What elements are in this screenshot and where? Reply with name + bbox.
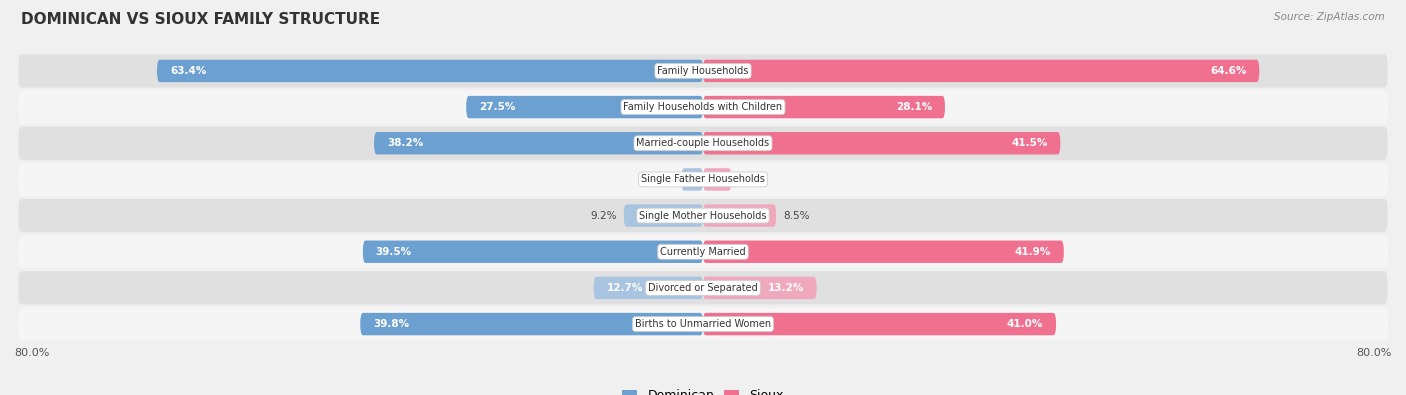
Text: 80.0%: 80.0% [1357,348,1392,357]
FancyBboxPatch shape [467,96,703,118]
Text: Source: ZipAtlas.com: Source: ZipAtlas.com [1274,12,1385,22]
FancyBboxPatch shape [18,307,1388,341]
FancyBboxPatch shape [703,277,817,299]
FancyBboxPatch shape [18,163,1388,196]
Text: 8.5%: 8.5% [783,211,810,220]
FancyBboxPatch shape [18,127,1388,160]
Text: 2.5%: 2.5% [648,175,675,184]
FancyBboxPatch shape [18,54,1388,88]
FancyBboxPatch shape [703,241,1064,263]
FancyBboxPatch shape [703,96,945,118]
FancyBboxPatch shape [703,60,1260,82]
FancyBboxPatch shape [703,204,776,227]
FancyBboxPatch shape [593,277,703,299]
Text: Births to Unmarried Women: Births to Unmarried Women [636,319,770,329]
FancyBboxPatch shape [18,90,1388,124]
Text: Single Mother Households: Single Mother Households [640,211,766,220]
Text: 12.7%: 12.7% [606,283,643,293]
Text: Family Households with Children: Family Households with Children [623,102,783,112]
Text: 41.0%: 41.0% [1007,319,1043,329]
Text: Married-couple Households: Married-couple Households [637,138,769,148]
Text: 63.4%: 63.4% [170,66,207,76]
Text: Family Households: Family Households [658,66,748,76]
FancyBboxPatch shape [682,168,703,191]
Text: 13.2%: 13.2% [768,283,804,293]
Legend: Dominican, Sioux: Dominican, Sioux [617,384,789,395]
FancyBboxPatch shape [624,204,703,227]
Text: 64.6%: 64.6% [1211,66,1246,76]
FancyBboxPatch shape [374,132,703,154]
Text: Single Father Households: Single Father Households [641,175,765,184]
Text: 38.2%: 38.2% [387,138,423,148]
Text: 9.2%: 9.2% [591,211,617,220]
Text: 41.5%: 41.5% [1011,138,1047,148]
FancyBboxPatch shape [18,199,1388,232]
FancyBboxPatch shape [703,132,1060,154]
Text: 28.1%: 28.1% [896,102,932,112]
Text: 41.9%: 41.9% [1015,247,1050,257]
FancyBboxPatch shape [703,168,731,191]
FancyBboxPatch shape [703,313,1056,335]
Text: DOMINICAN VS SIOUX FAMILY STRUCTURE: DOMINICAN VS SIOUX FAMILY STRUCTURE [21,12,380,27]
FancyBboxPatch shape [363,241,703,263]
Text: 39.5%: 39.5% [375,247,412,257]
FancyBboxPatch shape [18,271,1388,305]
Text: 3.3%: 3.3% [738,175,765,184]
FancyBboxPatch shape [360,313,703,335]
Text: 39.8%: 39.8% [373,319,409,329]
FancyBboxPatch shape [157,60,703,82]
Text: 27.5%: 27.5% [479,102,516,112]
Text: Currently Married: Currently Married [661,247,745,257]
Text: 80.0%: 80.0% [14,348,49,357]
FancyBboxPatch shape [18,235,1388,268]
Text: Divorced or Separated: Divorced or Separated [648,283,758,293]
